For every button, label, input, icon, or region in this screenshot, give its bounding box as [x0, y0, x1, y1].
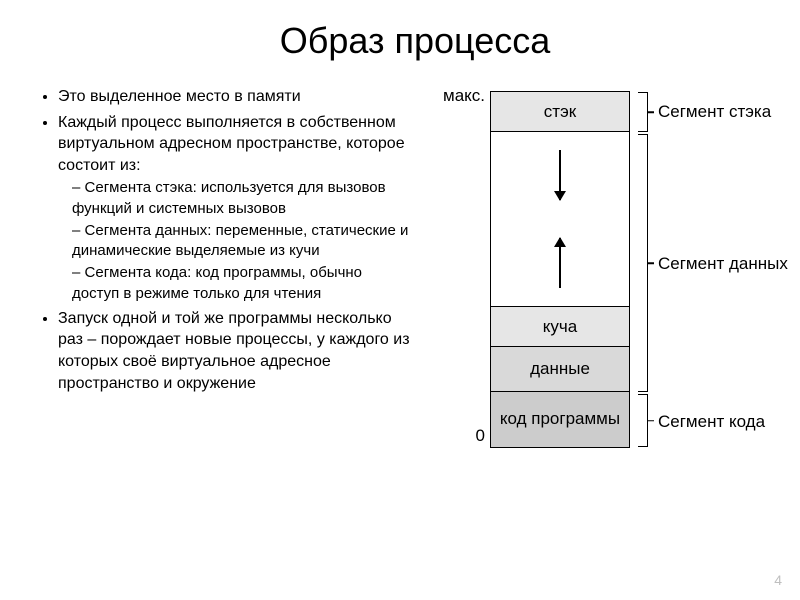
memory-diagram: макс. 0 стэк куча данные код программы С… [420, 86, 790, 516]
segment-label-code: Сегмент кода [658, 412, 765, 432]
bullet-item: Запуск одной и той же программы нескольк… [58, 308, 410, 394]
arrow-down-icon [559, 150, 561, 200]
bracket-code [638, 394, 648, 447]
bracket-data [638, 134, 648, 392]
sub-bullet-item: Сегмента данных: переменные, статические… [72, 221, 410, 262]
segment-label-data: Сегмент данных [658, 254, 788, 274]
axis-label-max: макс. [420, 86, 485, 106]
memory-stack-box: стэк куча данные код программы [490, 91, 630, 448]
slide: Образ процесса Это выделенное место в па… [0, 0, 800, 600]
segment-label-stack: Сегмент стэка [658, 102, 771, 122]
bullet-list: Это выделенное место в памяти Каждый про… [40, 86, 410, 516]
sub-bullet-item: Сегмента стэка: используется для вызовов… [72, 178, 410, 219]
bullet-text: Каждый процесс выполняется в собственном… [58, 114, 405, 174]
content-row: Это выделенное место в памяти Каждый про… [40, 86, 790, 516]
sub-bullet-item: Сегмента кода: код программы, обычно дос… [72, 263, 410, 304]
segment-code: код программы [491, 392, 629, 447]
segment-heap: куча [491, 307, 629, 347]
page-title: Образ процесса [40, 20, 790, 62]
bullet-item: Это выделенное место в памяти [58, 86, 410, 108]
axis-label-zero: 0 [420, 426, 485, 446]
segment-data: данные [491, 347, 629, 392]
bracket-stack [638, 92, 648, 132]
arrow-up-icon [559, 238, 561, 288]
page-number: 4 [774, 572, 782, 588]
segment-stack: стэк [491, 92, 629, 132]
segment-gap [491, 132, 629, 307]
bullet-item: Каждый процесс выполняется в собственном… [58, 112, 410, 304]
